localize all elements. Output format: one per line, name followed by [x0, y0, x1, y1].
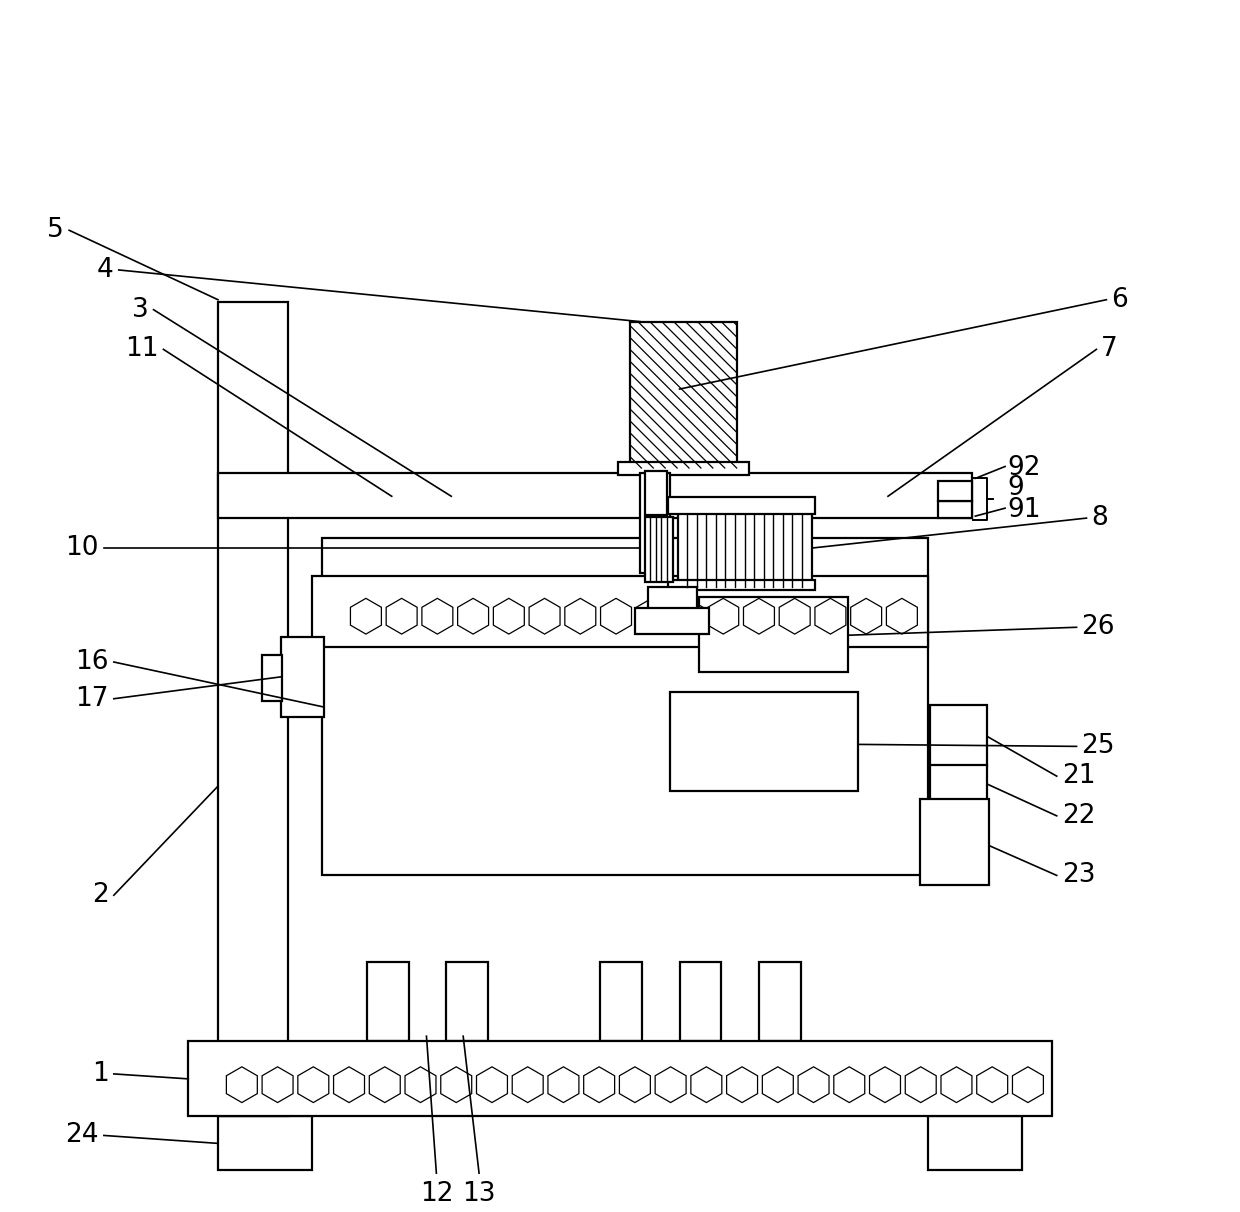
Bar [759, 962, 801, 1041]
Text: 24: 24 [66, 1122, 99, 1149]
Bar [630, 321, 737, 469]
Bar [262, 654, 281, 701]
Bar [930, 704, 987, 766]
Bar [645, 471, 667, 515]
Bar [680, 962, 722, 1041]
Bar [937, 502, 972, 518]
Bar [446, 962, 489, 1041]
Bar [600, 962, 642, 1041]
Text: 7: 7 [1101, 337, 1118, 362]
Text: 16: 16 [76, 648, 109, 675]
Text: 25: 25 [1081, 733, 1115, 760]
Bar [188, 1041, 1052, 1115]
Text: 5: 5 [47, 217, 64, 244]
Bar [920, 799, 990, 885]
Text: 9: 9 [1007, 475, 1024, 502]
Bar [312, 576, 928, 647]
Bar [280, 638, 324, 716]
Text: 21: 21 [1061, 764, 1095, 789]
Text: 91: 91 [1007, 497, 1040, 524]
Bar [635, 608, 709, 634]
Bar [677, 510, 811, 588]
Bar [367, 962, 409, 1041]
Text: 4: 4 [97, 257, 114, 282]
Bar [930, 765, 987, 801]
Text: 22: 22 [1061, 802, 1095, 829]
Text: 17: 17 [76, 686, 109, 711]
Text: 2: 2 [92, 882, 109, 908]
Text: 1: 1 [92, 1060, 109, 1087]
Text: 92: 92 [1007, 456, 1040, 481]
Bar [667, 579, 815, 589]
Bar [937, 481, 972, 502]
Text: 13: 13 [463, 1182, 496, 1207]
Bar [218, 302, 288, 1115]
Bar [667, 497, 815, 514]
Text: 6: 6 [1111, 287, 1128, 313]
Bar [322, 538, 928, 875]
Text: 10: 10 [66, 534, 99, 561]
Text: 3: 3 [131, 297, 149, 322]
Bar [645, 518, 672, 582]
Bar [218, 1115, 312, 1171]
Bar [670, 692, 858, 791]
Bar [218, 474, 972, 518]
Bar [640, 474, 670, 573]
Bar [928, 1115, 1022, 1171]
Text: 12: 12 [419, 1182, 453, 1207]
Text: 8: 8 [1091, 505, 1109, 531]
Text: 23: 23 [1061, 863, 1095, 888]
Bar [647, 587, 697, 611]
Text: 26: 26 [1081, 614, 1115, 640]
Text: 11: 11 [125, 337, 159, 362]
Bar [618, 462, 749, 475]
Bar [699, 598, 848, 671]
